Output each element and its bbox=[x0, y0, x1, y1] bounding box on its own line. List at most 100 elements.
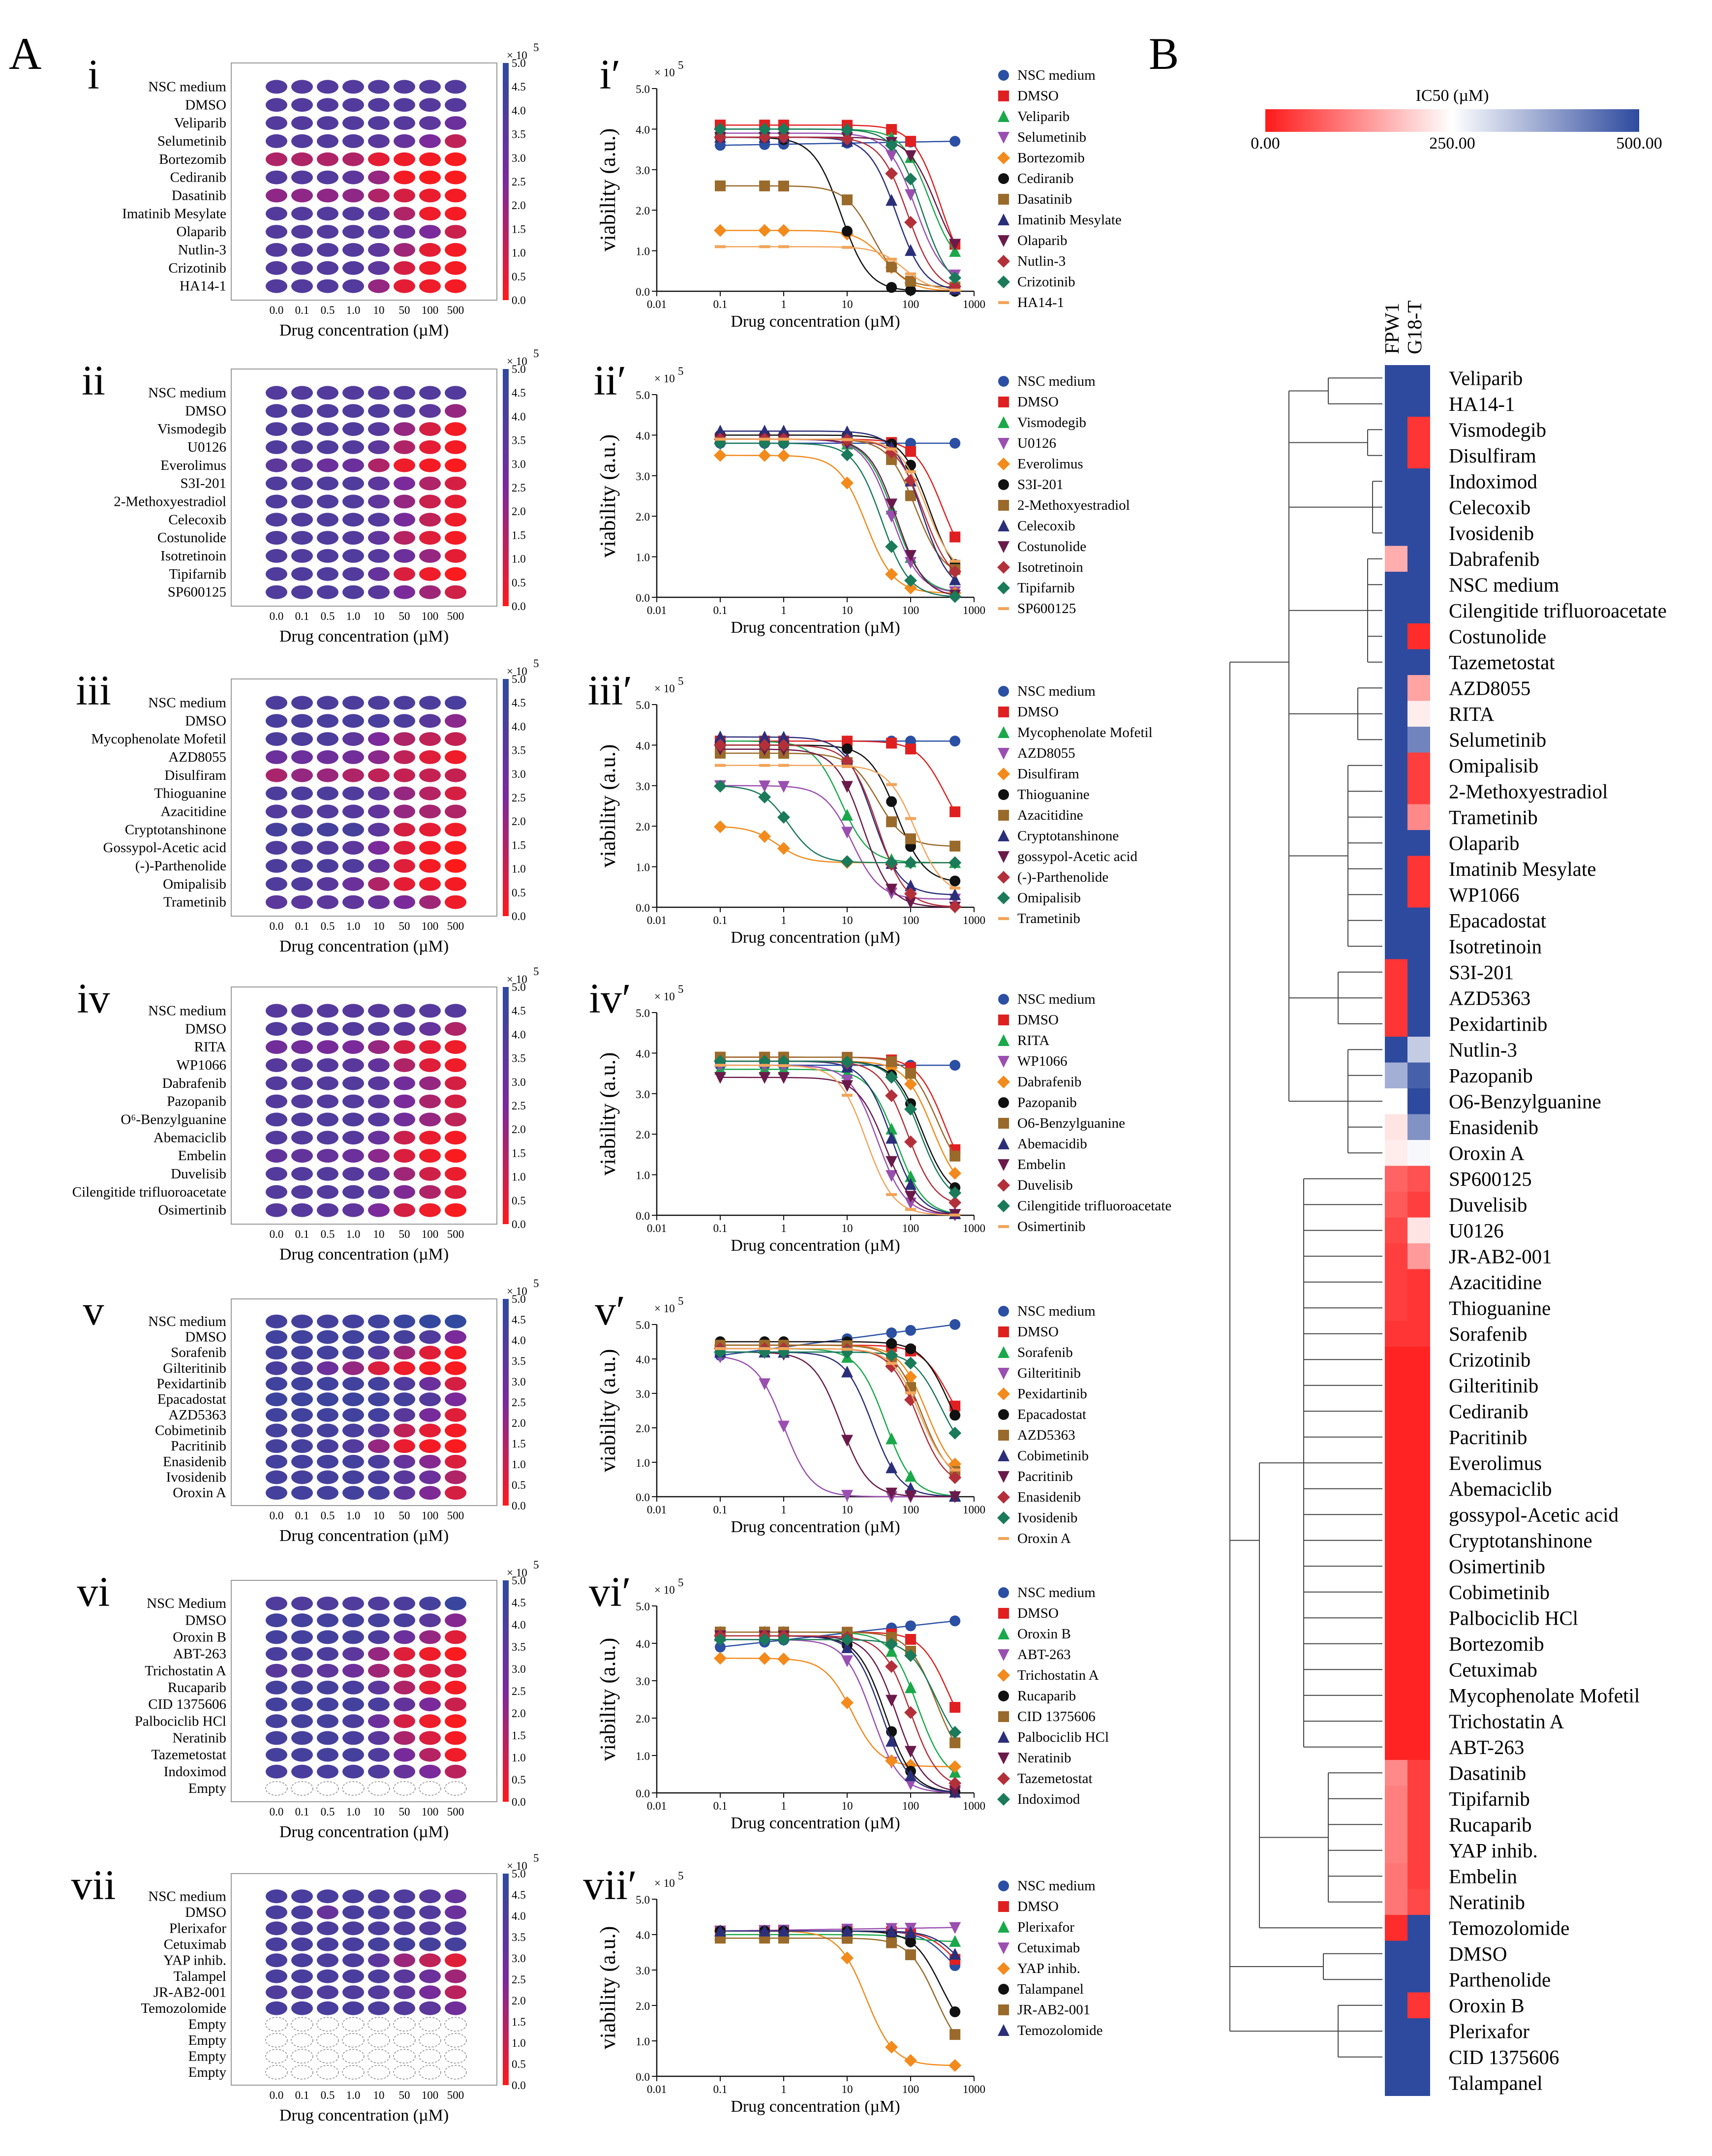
curve-point bbox=[759, 245, 770, 248]
curve-point bbox=[904, 1393, 917, 1407]
legend-marker bbox=[997, 1179, 1010, 1192]
cbar-exp-power: 5 bbox=[533, 965, 539, 978]
well-dot bbox=[419, 458, 441, 472]
well-dot bbox=[445, 895, 466, 909]
curve-point bbox=[842, 1094, 853, 1097]
heatmap-cell bbox=[1385, 1579, 1407, 1605]
legend-label: Trametinib bbox=[1017, 911, 1080, 926]
curve-line bbox=[720, 826, 955, 863]
heatmap-row-label: U0126 bbox=[1449, 1219, 1504, 1242]
well-dot bbox=[266, 404, 287, 418]
cbar-tick: 2.5 bbox=[512, 176, 526, 188]
curve-point bbox=[714, 425, 726, 437]
well-dot bbox=[266, 895, 287, 909]
well-dot bbox=[291, 531, 313, 545]
drug-label: DMSO bbox=[185, 1905, 226, 1920]
well-dot bbox=[342, 732, 364, 746]
well-dot bbox=[266, 1597, 287, 1611]
cbar-tick: 0.5 bbox=[512, 887, 526, 899]
cbar-tick: 2.0 bbox=[512, 1123, 526, 1136]
legend-label: Cilengitide trifluoroacetate bbox=[1017, 1198, 1171, 1214]
well-dot bbox=[266, 1112, 287, 1127]
curve-ytick: 0.0 bbox=[636, 1210, 650, 1222]
well-dot bbox=[368, 1921, 390, 1936]
curve-point bbox=[758, 449, 771, 462]
legend-marker bbox=[998, 1921, 1009, 1933]
dot-grid-frame bbox=[231, 62, 497, 301]
well-dot bbox=[317, 895, 338, 909]
heatmap-row-label: Cryptotanshinone bbox=[1449, 1529, 1592, 1552]
well-dot bbox=[394, 841, 415, 855]
well-dot bbox=[368, 188, 390, 203]
well-dot bbox=[368, 1647, 390, 1661]
well-dot bbox=[445, 1346, 466, 1360]
colorbar bbox=[503, 1299, 509, 1506]
curve-line bbox=[720, 1060, 955, 1215]
well-dot bbox=[266, 1167, 287, 1181]
legend-label: Selumetinib bbox=[1017, 129, 1086, 145]
heatmap-row-label: Plerixafor bbox=[1449, 2020, 1529, 2042]
well-dot bbox=[266, 804, 287, 819]
well-dot bbox=[368, 80, 390, 94]
heatmap-row-label: Abemaciclib bbox=[1449, 1478, 1552, 1500]
well-dot bbox=[445, 1905, 466, 1919]
heatmap-cell bbox=[1407, 985, 1430, 1011]
curve-point bbox=[714, 1924, 726, 1937]
well-dot bbox=[368, 877, 390, 891]
legend-label: O6-Benzylguanine bbox=[1017, 1115, 1125, 1131]
legend-marker bbox=[998, 917, 1009, 920]
well-dot bbox=[342, 116, 364, 130]
well-dot bbox=[394, 1330, 415, 1344]
legend-marker bbox=[998, 1649, 1009, 1661]
legend-label: Oroxin A bbox=[1017, 1531, 1071, 1546]
curve-point bbox=[886, 1461, 898, 1474]
legend-marker bbox=[998, 1608, 1009, 1619]
heatmap-row-label: Thioguanine bbox=[1449, 1296, 1551, 1319]
curve-point bbox=[905, 244, 917, 256]
curve-point bbox=[778, 1064, 789, 1067]
well-dot bbox=[445, 1680, 466, 1694]
curve-point bbox=[949, 2006, 961, 2017]
heatmap-cell bbox=[1407, 1605, 1430, 1631]
well-dot bbox=[445, 386, 466, 400]
curve-point bbox=[905, 1681, 917, 1694]
curve-point bbox=[841, 1641, 853, 1653]
drug-label: DMSO bbox=[185, 403, 226, 419]
curve-point bbox=[904, 856, 917, 869]
curve-point bbox=[759, 180, 770, 191]
curve-ytick: 1.0 bbox=[636, 246, 650, 258]
well-dot bbox=[368, 804, 390, 819]
dot-xtick: 0.1 bbox=[295, 610, 309, 622]
heatmap-cell bbox=[1407, 520, 1430, 546]
cbar-tick: 0.5 bbox=[512, 2058, 526, 2070]
heatmap-row-label: Bortezomib bbox=[1449, 1632, 1544, 1655]
well-dot bbox=[368, 1040, 390, 1054]
legend-marker bbox=[998, 1691, 1009, 1701]
heatmap-cell bbox=[1385, 1424, 1407, 1450]
curve-point bbox=[886, 738, 897, 749]
curve-line bbox=[720, 748, 955, 908]
well-dot bbox=[291, 458, 313, 472]
well-dot bbox=[291, 1094, 313, 1109]
curve-point bbox=[778, 781, 790, 793]
curve-point bbox=[904, 574, 917, 587]
well-dot bbox=[394, 1094, 415, 1109]
well-dot bbox=[317, 404, 338, 418]
curve-point bbox=[905, 1208, 916, 1211]
legend-label: Nutlin-3 bbox=[1017, 253, 1066, 269]
well-dot bbox=[266, 786, 287, 801]
well-dot bbox=[291, 1731, 313, 1745]
dot-xtick: 100 bbox=[422, 1509, 439, 1522]
legend-label: 2-Methoxyestradiol bbox=[1017, 497, 1130, 513]
drug-label: Tazemetostat bbox=[151, 1747, 226, 1763]
well-dot bbox=[317, 1647, 338, 1661]
empty-well bbox=[367, 1781, 390, 1796]
heatmap-cell bbox=[1385, 2018, 1407, 2044]
drug-label: Abemaciclib bbox=[153, 1130, 226, 1145]
well-dot bbox=[317, 188, 338, 203]
empty-well bbox=[316, 1781, 339, 1796]
well-dot bbox=[266, 1630, 287, 1644]
well-dot bbox=[291, 1203, 313, 1217]
well-dot bbox=[317, 422, 338, 436]
well-dot bbox=[291, 1377, 313, 1391]
